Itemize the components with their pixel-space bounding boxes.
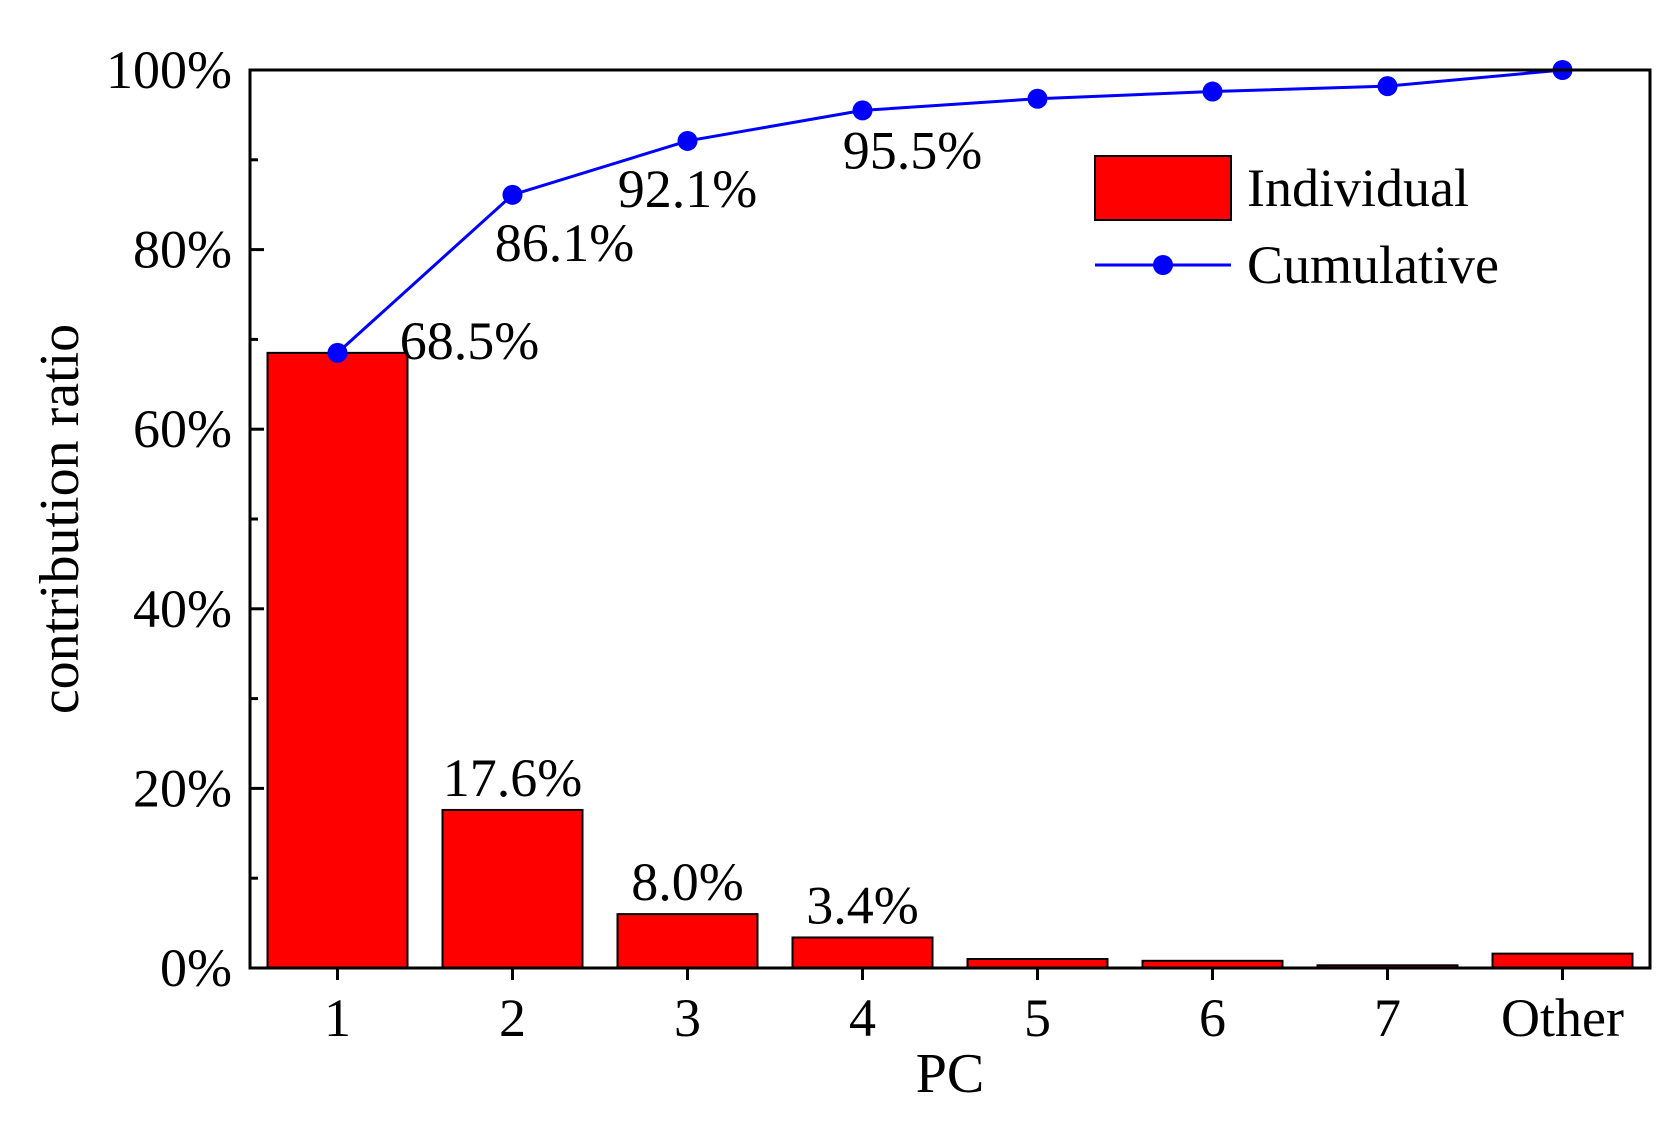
bar-pc-2	[441, 808, 584, 970]
legend: Individual Cumulative	[1094, 155, 1499, 295]
cumulative-point-2	[502, 184, 523, 205]
x-tick-label: 7	[1374, 988, 1401, 1048]
cumulative-point-1	[327, 342, 348, 363]
y-tick-label: 20%	[133, 758, 232, 818]
y-tick-label: 60%	[133, 399, 232, 459]
bar-pc-1	[266, 351, 409, 969]
bar-pc-3	[616, 913, 759, 969]
cumulative-value-label: 86.1%	[495, 213, 634, 273]
cumulative-point-3	[677, 130, 698, 151]
x-tick-label: 3	[674, 988, 701, 1048]
bar-pc-4	[791, 936, 934, 970]
legend-swatch-individual	[1094, 155, 1232, 221]
legend-label-cumulative: Cumulative	[1247, 235, 1499, 295]
cumulative-point-7	[1377, 76, 1398, 97]
x-tick-label: Other	[1501, 988, 1624, 1048]
y-tick-label: 40%	[133, 579, 232, 639]
bar-value-label: 17.6%	[443, 748, 582, 808]
bars-layer	[266, 351, 1634, 970]
cumulative-value-label: 95.5%	[843, 120, 982, 180]
bar-pc-other	[1491, 952, 1634, 970]
y-tick-label: 0%	[160, 938, 232, 998]
x-tick-label: 1	[324, 988, 351, 1048]
legend-marker-cumulative	[1153, 255, 1173, 275]
cumulative-value-label: 92.1%	[618, 159, 757, 219]
data-labels-layer: 17.6% 8.0% 3.4% 68.5% 86.1%92.1% 95.5%	[400, 120, 982, 935]
cumulative-point-5	[1027, 88, 1048, 109]
legend-label-individual: Individual	[1247, 158, 1469, 218]
bar-value-label: 8.0%	[631, 852, 743, 912]
cumulative-line-layer	[327, 60, 1573, 363]
y-tick-label: 100%	[106, 40, 232, 100]
y-tick-label: 80%	[133, 220, 232, 280]
cumulative-point-4	[852, 100, 873, 121]
cumulative-point-6	[1202, 81, 1223, 102]
cumulative-value-label: 68.5%	[400, 311, 539, 371]
bar-value-label: 3.4%	[806, 875, 918, 935]
axes-layer: 0% 20% 40% 60% 80% 100% 1 2 3 4 5 6 7 Other PC contribu…	[29, 40, 1652, 1105]
x-axis-title: PC	[916, 1043, 985, 1105]
x-tick-label: 5	[1024, 988, 1051, 1048]
x-tick-label: 2	[499, 988, 526, 1048]
x-tick-label: 4	[849, 988, 876, 1048]
cumulative-line	[336, 68, 1563, 354]
y-axis-title: contribution ratio	[29, 324, 91, 714]
x-tick-label: 6	[1199, 988, 1226, 1048]
